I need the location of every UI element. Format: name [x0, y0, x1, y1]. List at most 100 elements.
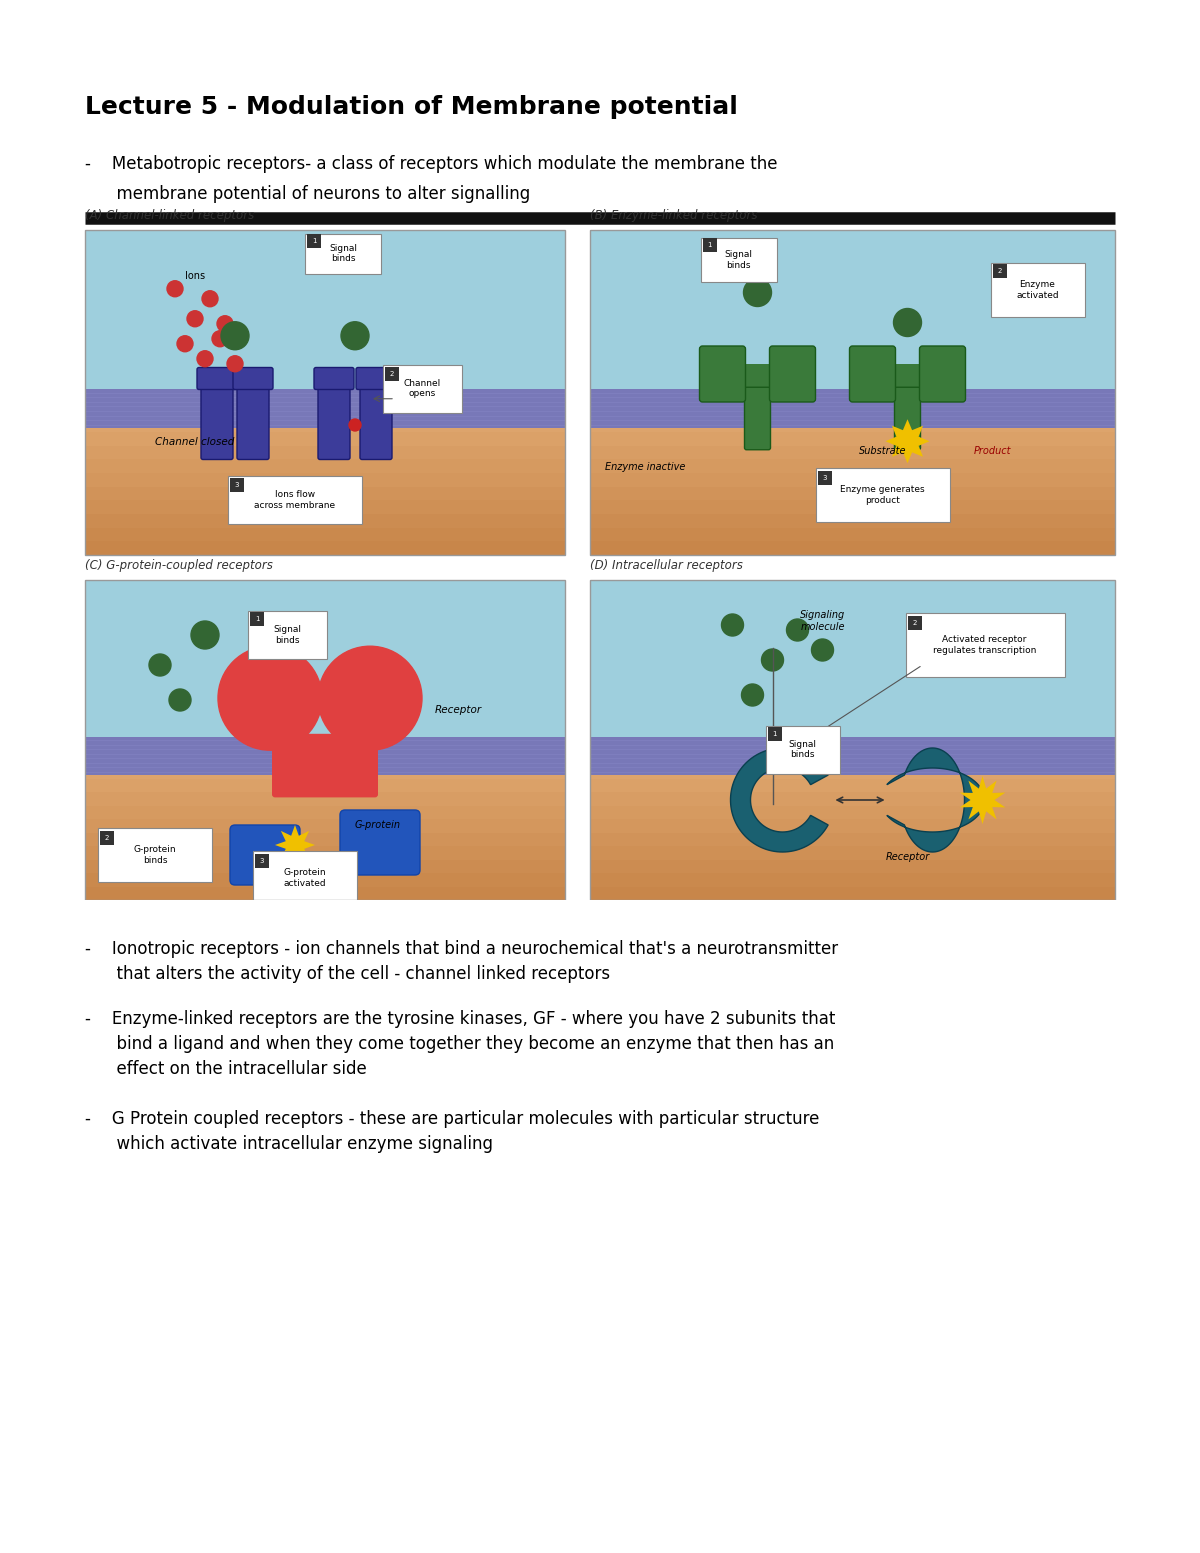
Polygon shape: [590, 474, 1115, 486]
FancyBboxPatch shape: [307, 235, 322, 248]
Bar: [590, 230, 1115, 554]
Polygon shape: [590, 418, 1115, 554]
FancyBboxPatch shape: [701, 238, 776, 283]
Polygon shape: [85, 230, 565, 399]
Circle shape: [218, 646, 322, 750]
Text: membrane potential of neurons to alter signalling: membrane potential of neurons to alter s…: [85, 185, 530, 203]
FancyBboxPatch shape: [202, 380, 233, 460]
Circle shape: [178, 335, 193, 351]
FancyBboxPatch shape: [700, 346, 745, 402]
Polygon shape: [85, 766, 565, 901]
Polygon shape: [85, 873, 565, 887]
Polygon shape: [590, 460, 1115, 474]
FancyBboxPatch shape: [702, 238, 716, 252]
Text: 1: 1: [312, 238, 317, 244]
Circle shape: [191, 621, 220, 649]
Polygon shape: [590, 806, 1115, 820]
Circle shape: [744, 278, 772, 306]
FancyBboxPatch shape: [256, 854, 269, 868]
FancyBboxPatch shape: [919, 346, 966, 402]
Polygon shape: [590, 887, 1115, 901]
Text: (C) G-protein-coupled receptors: (C) G-protein-coupled receptors: [85, 559, 272, 572]
Circle shape: [212, 331, 228, 346]
FancyBboxPatch shape: [228, 477, 362, 523]
Text: G-protein: G-protein: [355, 820, 401, 829]
FancyBboxPatch shape: [305, 235, 382, 273]
FancyBboxPatch shape: [738, 363, 778, 399]
FancyBboxPatch shape: [766, 725, 840, 773]
Text: Lecture 5 - Modulation of Membrane potential: Lecture 5 - Modulation of Membrane poten…: [85, 95, 738, 120]
Polygon shape: [590, 792, 1115, 806]
Polygon shape: [85, 887, 565, 901]
Polygon shape: [85, 846, 565, 860]
Text: Receptor: Receptor: [436, 705, 482, 714]
Text: -    Ionotropic receptors - ion channels that bind a neurochemical that's a neur: - Ionotropic receptors - ion channels th…: [85, 940, 838, 983]
Text: -    G Protein coupled receptors - these are particular molecules with particula: - G Protein coupled receptors - these ar…: [85, 1110, 820, 1152]
FancyBboxPatch shape: [907, 617, 922, 631]
Text: Signal
binds: Signal binds: [274, 626, 301, 644]
Circle shape: [217, 315, 233, 332]
Polygon shape: [590, 446, 1115, 460]
Polygon shape: [590, 860, 1115, 873]
Polygon shape: [590, 766, 1115, 901]
Polygon shape: [590, 486, 1115, 500]
Polygon shape: [85, 432, 565, 446]
Text: Signal
binds: Signal binds: [788, 739, 816, 759]
Polygon shape: [887, 749, 984, 853]
Polygon shape: [590, 846, 1115, 860]
FancyBboxPatch shape: [768, 727, 781, 741]
Circle shape: [197, 351, 214, 367]
Text: Enzyme generates
product: Enzyme generates product: [840, 485, 925, 505]
Text: Channel closed: Channel closed: [155, 436, 235, 447]
Polygon shape: [85, 418, 565, 554]
Polygon shape: [275, 825, 314, 865]
FancyBboxPatch shape: [817, 471, 832, 485]
FancyBboxPatch shape: [816, 467, 949, 522]
Polygon shape: [85, 820, 565, 832]
Polygon shape: [590, 873, 1115, 887]
Text: Enzyme
activated: Enzyme activated: [1016, 280, 1058, 300]
Text: Activated receptor
regulates transcription: Activated receptor regulates transcripti…: [932, 635, 1036, 655]
Text: 3: 3: [259, 857, 264, 863]
Polygon shape: [731, 749, 828, 853]
FancyBboxPatch shape: [248, 610, 326, 658]
FancyBboxPatch shape: [314, 368, 354, 390]
Polygon shape: [590, 528, 1115, 542]
Text: G-protein
binds: G-protein binds: [133, 845, 176, 865]
Polygon shape: [590, 500, 1115, 514]
Circle shape: [149, 654, 172, 676]
Circle shape: [742, 683, 763, 707]
Polygon shape: [85, 390, 565, 429]
FancyBboxPatch shape: [385, 367, 398, 380]
Text: 3: 3: [235, 481, 239, 488]
Circle shape: [221, 321, 250, 349]
FancyBboxPatch shape: [356, 368, 396, 390]
FancyBboxPatch shape: [340, 811, 420, 874]
Text: Signal
binds: Signal binds: [725, 250, 752, 270]
Text: 1: 1: [773, 730, 776, 736]
Text: Ions flow
across membrane: Ions flow across membrane: [254, 491, 336, 509]
FancyBboxPatch shape: [769, 346, 816, 402]
FancyBboxPatch shape: [197, 368, 238, 390]
Polygon shape: [85, 579, 565, 747]
Polygon shape: [590, 780, 1115, 792]
Text: Signal
binds: Signal binds: [329, 244, 358, 264]
Text: Signaling
molecule: Signaling molecule: [800, 610, 845, 632]
Polygon shape: [85, 528, 565, 542]
Polygon shape: [590, 820, 1115, 832]
Text: 1: 1: [254, 617, 259, 623]
Circle shape: [318, 646, 422, 750]
Circle shape: [187, 311, 203, 326]
FancyBboxPatch shape: [990, 262, 1085, 317]
Polygon shape: [960, 776, 1006, 825]
Polygon shape: [85, 806, 565, 820]
Text: (A) Channel-linked receptors: (A) Channel-linked receptors: [85, 210, 254, 222]
Text: 1: 1: [707, 242, 712, 248]
Bar: [85, 230, 565, 554]
FancyBboxPatch shape: [888, 363, 928, 399]
Bar: [85, 579, 565, 901]
FancyBboxPatch shape: [230, 825, 300, 885]
Polygon shape: [590, 766, 1115, 780]
Polygon shape: [85, 474, 565, 486]
Bar: [0, 901, 1200, 1300]
